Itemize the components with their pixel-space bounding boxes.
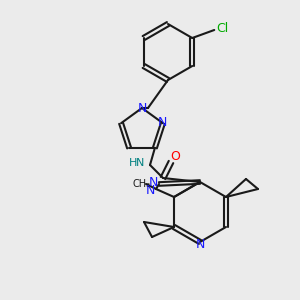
Text: O: O [170,149,180,163]
Text: N: N [137,101,147,115]
Text: N: N [158,116,168,129]
Text: N: N [145,184,155,196]
Text: Cl: Cl [216,22,228,34]
Text: N: N [148,176,158,188]
Text: H: H [129,158,137,168]
Text: N: N [195,238,205,250]
Text: CH₃: CH₃ [133,179,151,189]
Text: N: N [136,158,144,168]
